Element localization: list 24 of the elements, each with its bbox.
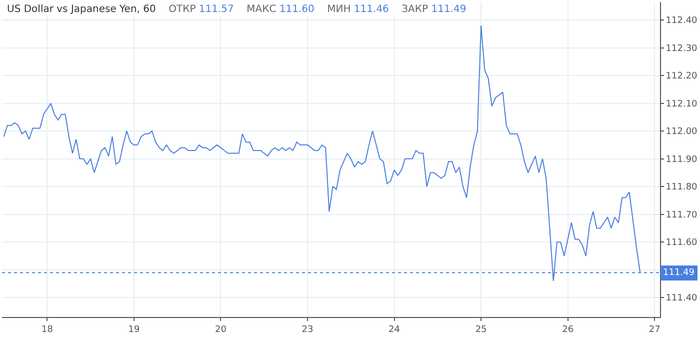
annotation: МАКС 111.60 [246,4,314,15]
x-tick-label: 25 [475,324,487,335]
y-tick-label: 112.10 [666,99,698,110]
y-tick-label: 111.70 [666,210,698,220]
annotation: МИН 111.46 [327,4,389,15]
y-tick-label: 111.40 [666,294,698,304]
annotation: ОТКР 111.57 [168,4,234,15]
y-tick-label: 112.30 [666,44,698,54]
ref-line-label: 111.49 [663,268,695,278]
annotation: ЗАКР 111.49 [402,4,466,15]
x-tick-label: 20 [215,324,227,335]
y-tick-label: 112.40 [666,16,698,26]
chart-title: US Dollar vs Japanese Yen, 60 [7,4,156,15]
x-tick-label: 24 [388,324,400,335]
x-tick-label: 26 [562,324,574,335]
y-tick-label: 111.80 [666,182,698,193]
y-tick-label: 112.00 [666,127,698,138]
x-tick-label: 23 [302,324,314,335]
y-tick-label: 111.90 [666,154,698,165]
y-tick-label: 112.20 [666,72,698,82]
x-tick-label: 27 [648,324,660,335]
x-tick-label: 18 [41,324,54,335]
y-tick-label: 111.60 [666,238,698,248]
x-tick-label: 19 [128,324,140,335]
